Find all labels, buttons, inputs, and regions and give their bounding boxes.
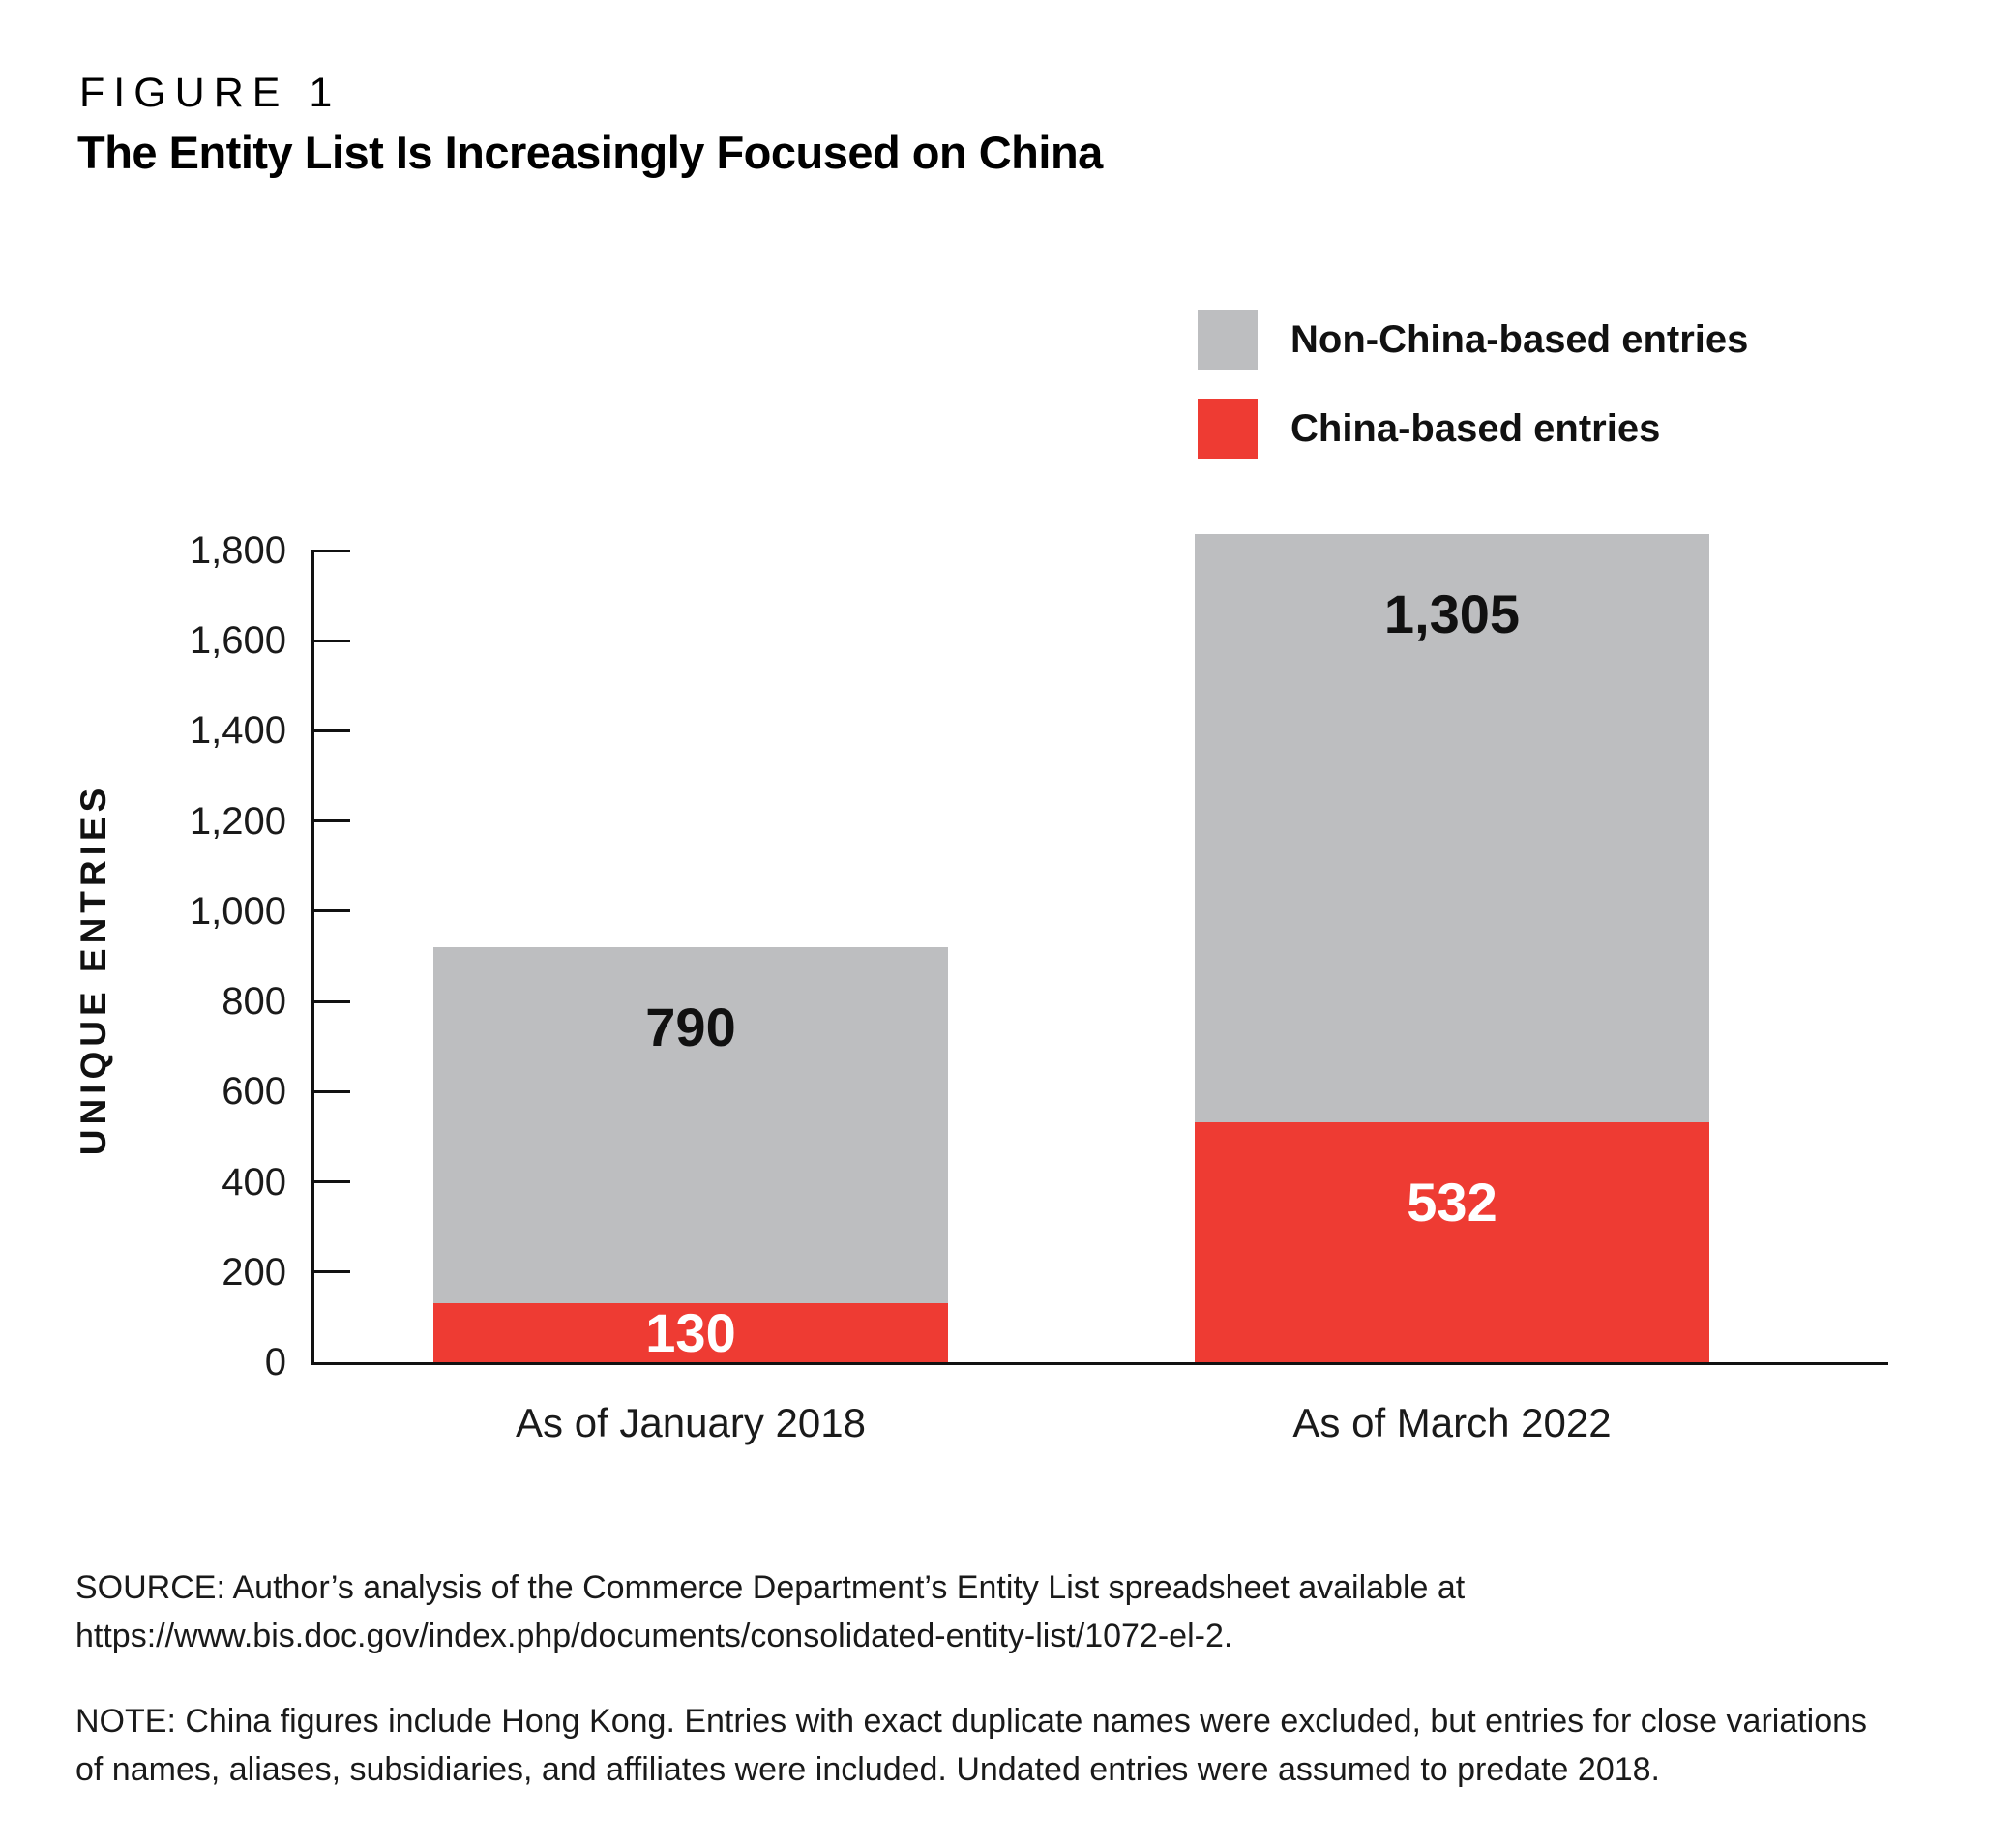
legend: Non-China-based entries China-based entr…	[1198, 310, 1748, 459]
figure-label: FIGURE 1	[79, 70, 341, 116]
y-tick-label: 1,200	[189, 799, 286, 843]
y-tick-label: 1,400	[189, 709, 286, 753]
legend-item-non-china: Non-China-based entries	[1198, 310, 1748, 370]
bar-segment-china-based-entries	[433, 1303, 948, 1362]
x-axis-label: As of March 2022	[1292, 1400, 1612, 1445]
legend-swatch-non-china-icon	[1198, 310, 1258, 370]
x-axis-label: As of January 2018	[516, 1400, 866, 1445]
bar-value-label: 532	[1407, 1172, 1497, 1234]
y-tick-mark	[311, 639, 350, 642]
bar-segment-non-china-based-entries	[433, 947, 948, 1304]
y-tick-label: 600	[222, 1070, 286, 1114]
bar-value-label: 1,305	[1383, 582, 1521, 644]
y-axis-line	[311, 551, 314, 1365]
y-tick-mark	[311, 819, 350, 823]
y-tick-mark	[311, 1089, 350, 1093]
y-tick-label: 0	[264, 1341, 286, 1384]
legend-item-china: China-based entries	[1198, 399, 1748, 459]
bar-segment-non-china-based-entries	[1195, 533, 1709, 1123]
y-tick-label: 1,000	[189, 889, 286, 933]
source-text: SOURCE: Author’s analysis of the Commerc…	[75, 1563, 1465, 1660]
y-tick-label: 800	[222, 980, 286, 1024]
note-text: NOTE: China figures include Hong Kong. E…	[75, 1697, 1867, 1794]
y-tick-mark	[311, 1270, 350, 1274]
y-tick-label: 1,800	[189, 529, 286, 572]
x-axis-line	[311, 1362, 1888, 1365]
bar-value-label: 790	[645, 997, 736, 1058]
y-tick-label: 1,600	[189, 619, 286, 663]
y-tick-mark	[311, 729, 350, 732]
legend-label-china: China-based entries	[1290, 406, 1661, 450]
y-tick-mark	[311, 909, 350, 913]
note-line: of names, aliases, subsidiaries, and aff…	[75, 1751, 1660, 1788]
legend-swatch-china-icon	[1198, 399, 1258, 459]
y-tick-label: 200	[222, 1250, 286, 1294]
y-tick-mark	[311, 1180, 350, 1184]
bar-segment-china-based-entries	[1195, 1122, 1709, 1362]
figure-title: The Entity List Is Increasingly Focused …	[77, 127, 1103, 178]
bar-value-label: 130	[645, 1301, 736, 1363]
y-tick-mark	[311, 999, 350, 1003]
y-tick-mark	[311, 549, 350, 552]
source-line: SOURCE: Author’s analysis of the Commerc…	[75, 1569, 1466, 1606]
legend-label-non-china: Non-China-based entries	[1290, 317, 1749, 361]
source-line: https://www.bis.doc.gov/index.php/docume…	[75, 1618, 1233, 1654]
y-tick-label: 400	[222, 1160, 286, 1204]
note-line: NOTE: China figures include Hong Kong. E…	[75, 1703, 1868, 1740]
